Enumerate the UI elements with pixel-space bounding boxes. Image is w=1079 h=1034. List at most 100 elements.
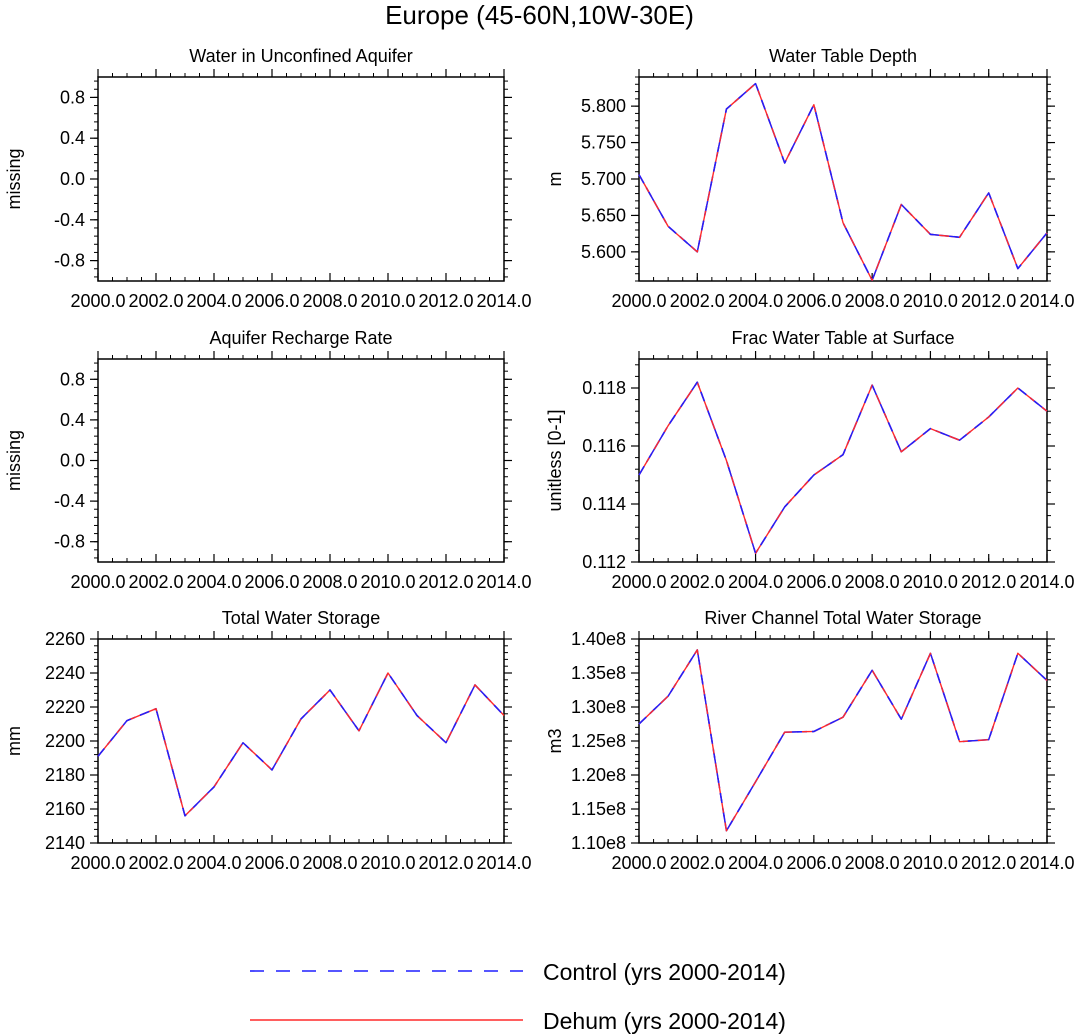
y-tick-label: 2260: [45, 629, 85, 649]
dehum-series-line: [638, 82, 1048, 281]
y-tick-label: 1.30e8: [571, 697, 626, 717]
control-series-line: [638, 381, 1048, 555]
x-tick-label: 2014.0: [476, 572, 531, 592]
x-tick-label: 2004.0: [186, 572, 241, 592]
y-axis-label: m3: [545, 728, 565, 753]
x-tick-label: 2000.0: [611, 853, 666, 873]
x-tick-label: 2004.0: [186, 853, 241, 873]
x-tick-label: 2004.0: [728, 853, 783, 873]
x-tick-label: 2002.0: [128, 853, 183, 873]
x-tick-label: 2012.0: [418, 291, 473, 311]
panel-3: Aquifer Recharge Rate missing 2000.0 2002.0…: [4, 328, 532, 592]
y-tick-label: 5.600: [581, 242, 626, 262]
control-series-line: [97, 672, 505, 817]
y-tick-label: 0.4: [60, 410, 85, 430]
x-tick-label: 2000.0: [70, 572, 125, 592]
y-tick-label: 5.700: [581, 169, 626, 189]
x-tick-label: 2008.0: [845, 291, 900, 311]
panel-6: River Channel Total Water Storage m3 2000.…: [545, 608, 1075, 873]
panel-1: Water in Unconfined Aquifer missing 2000.0…: [4, 46, 532, 311]
x-tick-label: 2010.0: [360, 572, 415, 592]
x-tick-label: 2002.0: [670, 291, 725, 311]
y-tick-label: 0.8: [60, 87, 85, 107]
y-tick-label: 1.40e8: [571, 629, 626, 649]
x-tick-label: 2014.0: [1019, 572, 1074, 592]
x-tick-label: 2012.0: [961, 572, 1016, 592]
x-tick-label: 2006.0: [244, 572, 299, 592]
x-tick-label: 2004.0: [728, 572, 783, 592]
panel-title: Aquifer Recharge Rate: [209, 328, 392, 348]
y-tick-label: 2180: [45, 765, 85, 785]
dehum-series-line: [638, 649, 1048, 832]
plot-frame: [97, 76, 505, 282]
control-series-line: [638, 82, 1048, 282]
y-tick-label: -0.8: [54, 532, 85, 552]
dehum-series-line: [638, 381, 1048, 554]
y-tick-label: -0.4: [54, 491, 85, 511]
y-tick-label: 0.0: [60, 451, 85, 471]
y-axis-label: missing: [4, 430, 24, 491]
x-tick-label: 2006.0: [244, 291, 299, 311]
x-tick-label: 2012.0: [418, 853, 473, 873]
y-tick-label: 0.118: [582, 378, 626, 398]
y-tick-label: 0.4: [60, 128, 85, 148]
x-tick-label: 2010.0: [360, 853, 415, 873]
x-tick-label: 2010.0: [903, 572, 958, 592]
plot-frame: [638, 76, 1048, 282]
plot-frame: [97, 358, 505, 563]
y-tick-label: 0.116: [582, 436, 626, 456]
panel-title: River Channel Total Water Storage: [704, 608, 981, 628]
y-tick-label: 1.25e8: [571, 731, 626, 751]
x-tick-label: 2004.0: [186, 291, 241, 311]
x-tick-label: 2004.0: [728, 291, 783, 311]
y-tick-label: 2160: [45, 799, 85, 819]
x-tick-label: 2002.0: [128, 572, 183, 592]
x-tick-label: 2012.0: [961, 291, 1016, 311]
x-tick-label: 2000.0: [70, 853, 125, 873]
y-tick-label: 0.0: [60, 169, 85, 189]
x-tick-label: 2006.0: [786, 572, 841, 592]
x-tick-label: 2014.0: [476, 291, 531, 311]
panel-title: Water in Unconfined Aquifer: [189, 46, 412, 66]
y-axis-label: unitless [0-1]: [545, 409, 565, 511]
y-tick-label: 1.10e8: [571, 833, 626, 853]
y-tick-label: 0.114: [582, 494, 626, 514]
x-tick-label: 2010.0: [360, 291, 415, 311]
y-tick-label: 5.800: [581, 96, 626, 116]
x-tick-label: 2014.0: [1019, 291, 1074, 311]
x-tick-label: 2006.0: [786, 853, 841, 873]
panel-2: Water Table Depth m 2000.0 2002.0 2004.0 2006…: [545, 46, 1075, 311]
y-tick-label: 2140: [45, 833, 85, 853]
legend-dehum-label: Dehum (yrs 2000-2014): [543, 1008, 786, 1034]
y-tick-label: 5.650: [581, 205, 626, 225]
legend: Control (yrs 2000-2014) Dehum (yrs 2000-2…: [250, 959, 786, 1034]
panel-4: Frac Water Table at Surface unitless [0-1…: [545, 328, 1075, 592]
x-tick-label: 2000.0: [70, 291, 125, 311]
x-tick-label: 2010.0: [903, 853, 958, 873]
x-tick-label: 2006.0: [244, 853, 299, 873]
x-tick-label: 2008.0: [302, 572, 357, 592]
panel-title: Water Table Depth: [769, 46, 917, 66]
y-tick-label: 1.15e8: [571, 799, 626, 819]
y-tick-label: 2240: [45, 663, 85, 683]
x-tick-label: 2010.0: [903, 291, 958, 311]
legend-control-label: Control (yrs 2000-2014): [543, 959, 786, 985]
y-tick-label: 1.20e8: [571, 765, 626, 785]
x-tick-label: 2008.0: [845, 572, 900, 592]
x-tick-label: 2014.0: [1019, 853, 1074, 873]
y-axis-label: m: [545, 172, 565, 187]
y-tick-label: 1.35e8: [571, 663, 626, 683]
y-tick-label: 5.750: [581, 133, 626, 153]
y-tick-label: -0.8: [54, 251, 85, 271]
y-tick-label: 2220: [45, 697, 85, 717]
panel-title: Frac Water Table at Surface: [731, 328, 954, 348]
x-tick-label: 2002.0: [128, 291, 183, 311]
x-tick-label: 2008.0: [302, 853, 357, 873]
panel-title: Total Water Storage: [222, 608, 380, 628]
control-series-overlay: [97, 672, 505, 817]
control-series-overlay: [638, 82, 1048, 281]
x-tick-label: 2006.0: [786, 291, 841, 311]
